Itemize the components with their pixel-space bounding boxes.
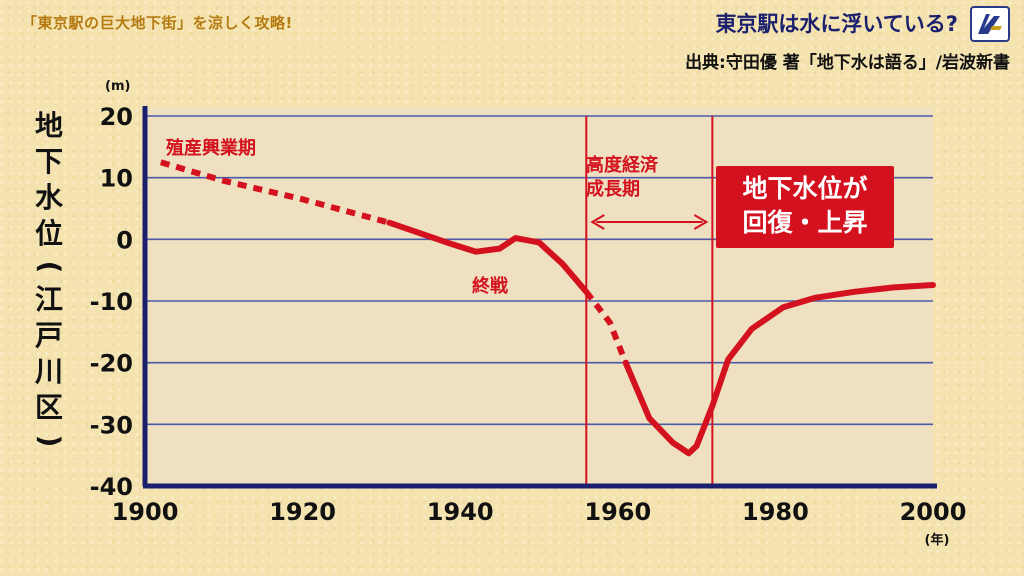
- y-axis-label: 地下水位(江戸川区): [32, 108, 66, 456]
- y-label-char: 下: [34, 145, 63, 178]
- x-unit-label: (年): [925, 532, 950, 548]
- y-tick-label: -30: [90, 411, 133, 439]
- x-tick-label: 1960: [584, 498, 651, 526]
- y-label-char: 川: [34, 355, 63, 388]
- x-tick-label: 2000: [900, 498, 967, 526]
- y-tick-label: -20: [90, 350, 133, 378]
- growth-period-line2: 成長期: [586, 179, 640, 200]
- recovery-line1: 地下水位が: [742, 174, 868, 203]
- y-unit-label: (m): [105, 79, 130, 94]
- x-tick-label: 1980: [742, 498, 809, 526]
- series-line: [622, 282, 936, 457]
- growth-period-line1: 高度経済: [586, 155, 658, 176]
- annotation-war-end: 終戦: [472, 276, 508, 297]
- y-label-char: 水: [34, 181, 63, 214]
- y-label-char: 区: [34, 391, 63, 424]
- x-tick-label: 1940: [427, 498, 494, 526]
- x-tick-label: 1920: [269, 498, 336, 526]
- recovery-line2: 回復・上昇: [742, 208, 868, 237]
- period-arrow-head-right: [693, 214, 709, 230]
- y-tick-label: 0: [116, 226, 133, 254]
- y-tick-label: 10: [100, 165, 133, 193]
- y-label-char: 地: [34, 109, 63, 142]
- y-tick-label: 20: [100, 103, 133, 131]
- source-citation: 出典:守田優 著「地下水は語る」/岩波新書: [685, 53, 1010, 73]
- topic-title: 東京駅は水に浮いている?: [715, 12, 958, 36]
- series-line: [583, 289, 629, 364]
- y-label-char: 江: [34, 283, 63, 316]
- show-title: 「東京駅の巨大地下街」を涼しく攻略!: [22, 14, 293, 32]
- y-tick-label: -40: [90, 473, 133, 501]
- recovery-callout: 地下水位が 回復・上昇: [716, 166, 894, 248]
- y-tick-label: -10: [90, 288, 133, 316]
- annotation-growth-period: 高度経済 成長期: [586, 154, 658, 202]
- period-arrow-head-left: [590, 214, 605, 230]
- y-label-char: 戸: [34, 319, 63, 352]
- series-line: [159, 159, 391, 226]
- x-tick-label: 1900: [112, 498, 179, 526]
- series-line: [386, 219, 590, 295]
- channel-logo-icon: [970, 6, 1010, 42]
- annotation-early-period: 殖産興業期: [166, 138, 256, 159]
- y-label-char: 位: [34, 217, 63, 250]
